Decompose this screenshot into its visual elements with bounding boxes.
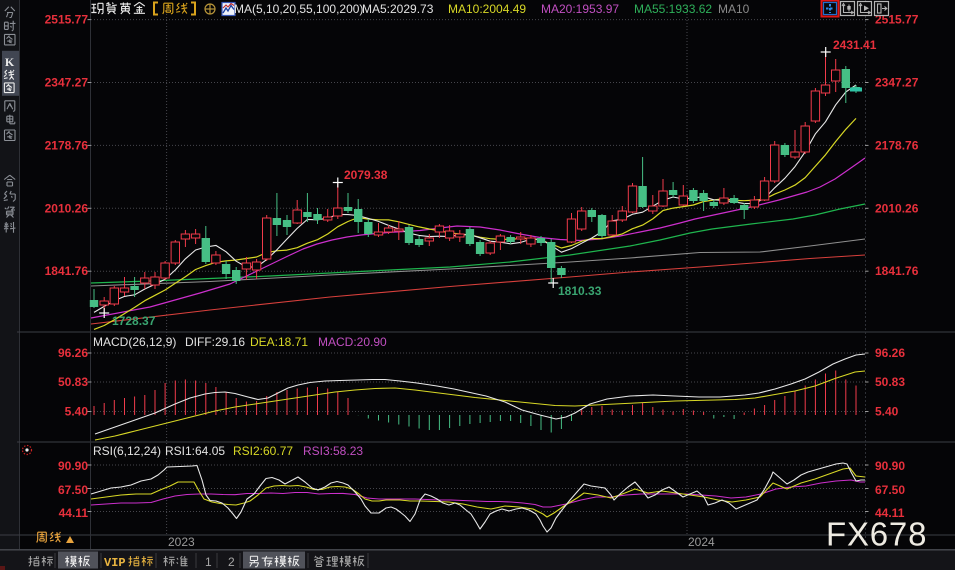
svg-text:2347.27: 2347.27 [875,76,919,90]
svg-text:DEA:18.71: DEA:18.71 [250,335,308,349]
svg-text:RSI3:58.23: RSI3:58.23 [303,444,363,458]
svg-text:1841.76: 1841.76 [45,264,89,278]
svg-text:RSI(6,12,24): RSI(6,12,24) [93,444,161,458]
svg-text:VIP: VIP [104,556,126,570]
svg-text:96.26: 96.26 [58,346,88,360]
svg-text:2515.77: 2515.77 [45,13,89,27]
svg-text:MA55:1933.62: MA55:1933.62 [634,2,712,16]
svg-text:50.83: 50.83 [875,375,905,389]
svg-text:90.90: 90.90 [58,459,88,473]
svg-text:44.11: 44.11 [59,506,89,520]
svg-text:50.83: 50.83 [58,375,88,389]
svg-text:1: 1 [205,555,212,569]
svg-text:MA10:2004.49: MA10:2004.49 [448,2,526,16]
svg-text:MACD:20.90: MACD:20.90 [318,335,387,349]
svg-text:MA20:1953.97: MA20:1953.97 [541,2,619,16]
svg-text:44.11: 44.11 [875,506,905,520]
svg-text:2: 2 [228,555,235,569]
svg-text:1841.76: 1841.76 [875,264,919,278]
svg-text:90.90: 90.90 [875,459,905,473]
svg-text:MACD(26,12,9): MACD(26,12,9) [93,335,176,349]
svg-text:2010.26: 2010.26 [45,201,89,215]
svg-text:96.26: 96.26 [875,346,905,360]
svg-text:K: K [5,55,15,69]
svg-text:DIFF:29.16: DIFF:29.16 [185,335,245,349]
svg-text:2515.77: 2515.77 [875,13,919,27]
svg-text:67.50: 67.50 [58,483,88,497]
svg-text:2178.76: 2178.76 [875,138,919,152]
svg-text:5.40: 5.40 [65,405,89,419]
svg-text:2178.76: 2178.76 [45,138,89,152]
svg-text:2347.27: 2347.27 [45,76,89,90]
svg-text:5.40: 5.40 [875,405,899,419]
svg-text:2010.26: 2010.26 [875,201,919,215]
svg-text:2431.41: 2431.41 [833,38,877,52]
svg-text:MA(5,10,20,55,100,200): MA(5,10,20,55,100,200) [234,2,363,16]
svg-text:FX678: FX678 [826,516,927,553]
svg-text:1728.37: 1728.37 [112,314,156,328]
svg-text:2079.38: 2079.38 [344,168,388,182]
svg-text:MA5:2029.73: MA5:2029.73 [362,2,434,16]
svg-text:2023: 2023 [168,535,195,549]
svg-text:2024: 2024 [688,535,715,549]
svg-text:RSI2:60.77: RSI2:60.77 [233,444,293,458]
svg-text:MA10: MA10 [718,2,750,16]
svg-text:1810.33: 1810.33 [558,284,602,298]
svg-text:RSI1:64.05: RSI1:64.05 [165,444,225,458]
svg-text:67.50: 67.50 [875,483,905,497]
